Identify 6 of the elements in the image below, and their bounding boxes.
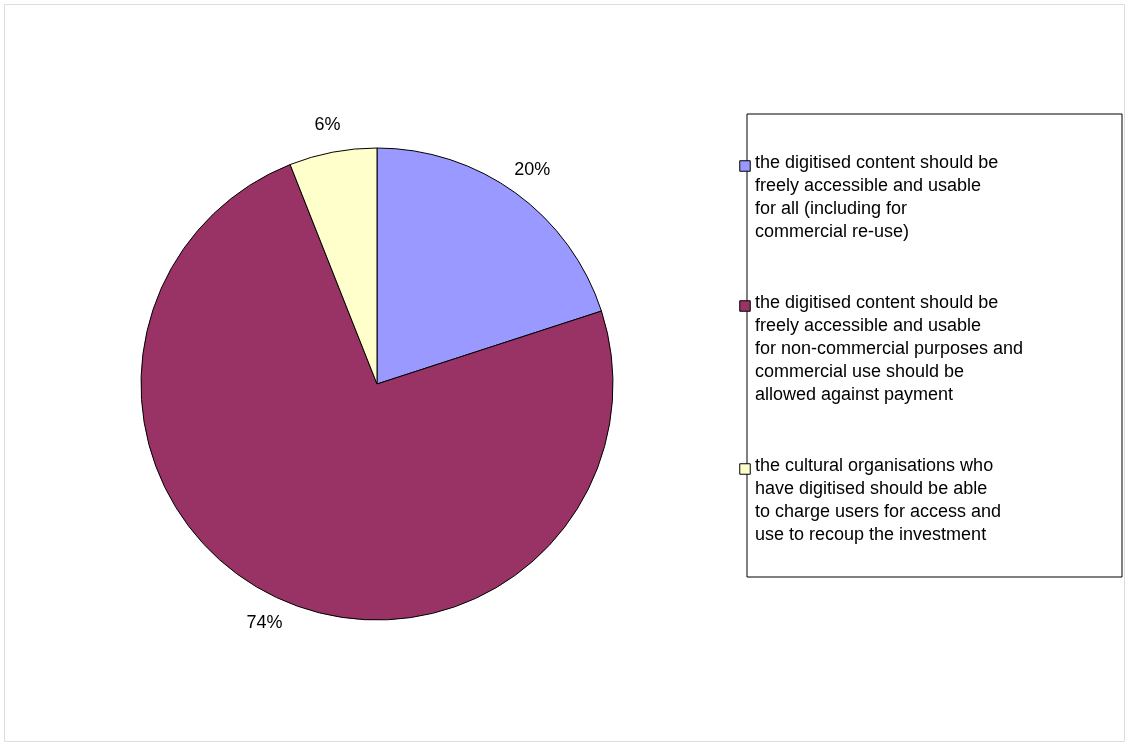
legend-label: the digitised content should be freely accessible and usable for all (including for commercial re-use) xyxy=(755,152,999,241)
data-label: 20% xyxy=(514,159,551,180)
data-label: 74% xyxy=(246,611,283,632)
data-label: 6% xyxy=(314,113,341,134)
legend-label: the digitised content should be freely accessible and usable for non-commercial purposes and commercial use should be allowed against payment xyxy=(755,292,1024,404)
legend-label: the cultural organisations who have digitised should be able to charge users for access and use to recoup the investment xyxy=(755,455,1002,544)
